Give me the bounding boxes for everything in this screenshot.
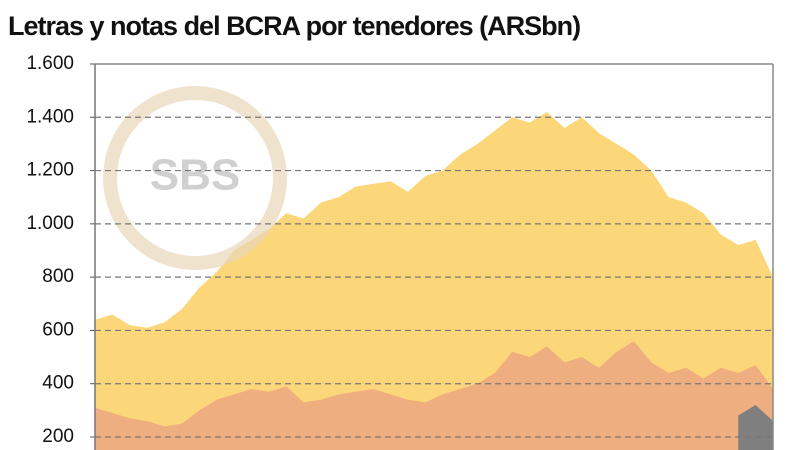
y-tick-label: 1.600: [26, 53, 74, 74]
chart-title: Letras y notas del BCRA por tenedores (A…: [8, 11, 580, 41]
y-tick-label: 1.000: [26, 213, 74, 234]
area: [738, 405, 773, 450]
y-tick-label: 1.200: [26, 160, 74, 181]
y-tick-label: 400: [42, 373, 74, 394]
y-tick-label: 800: [42, 266, 74, 287]
y-tick-label: 1.400: [26, 106, 74, 127]
y-tick-label: 600: [42, 319, 74, 340]
y-tick-label: 200: [42, 426, 74, 447]
watermark-ring: [103, 86, 287, 270]
area: [95, 341, 773, 450]
watermark: SBS: [150, 151, 240, 200]
